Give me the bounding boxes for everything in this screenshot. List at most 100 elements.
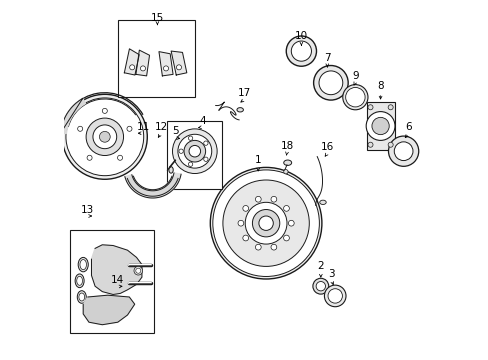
Circle shape <box>134 266 142 275</box>
Circle shape <box>270 196 276 202</box>
Circle shape <box>387 136 418 166</box>
Circle shape <box>178 134 211 168</box>
Circle shape <box>270 244 276 250</box>
Circle shape <box>283 235 289 241</box>
Text: 6: 6 <box>405 122 411 132</box>
Circle shape <box>86 118 123 156</box>
Ellipse shape <box>79 293 84 301</box>
Circle shape <box>318 71 342 95</box>
Text: 15: 15 <box>150 13 163 23</box>
Circle shape <box>188 162 192 166</box>
Circle shape <box>387 105 392 110</box>
Bar <box>366 102 394 150</box>
Text: 12: 12 <box>154 122 167 132</box>
Text: 13: 13 <box>81 204 94 215</box>
Text: 14: 14 <box>111 275 124 285</box>
Circle shape <box>258 216 273 230</box>
Circle shape <box>367 142 372 147</box>
Circle shape <box>244 202 286 244</box>
Circle shape <box>324 285 346 307</box>
Ellipse shape <box>80 260 86 270</box>
Circle shape <box>99 131 110 142</box>
Polygon shape <box>159 51 173 76</box>
Circle shape <box>327 289 342 303</box>
Circle shape <box>176 65 181 70</box>
Circle shape <box>312 278 328 294</box>
Ellipse shape <box>237 108 243 112</box>
Text: 3: 3 <box>327 269 334 279</box>
Circle shape <box>117 155 122 160</box>
Circle shape <box>66 98 143 176</box>
Circle shape <box>345 87 365 107</box>
Circle shape <box>212 170 319 276</box>
Circle shape <box>179 149 183 153</box>
Text: 2: 2 <box>317 261 324 271</box>
Circle shape <box>288 220 294 226</box>
Circle shape <box>223 180 309 266</box>
Circle shape <box>313 66 347 100</box>
Circle shape <box>283 206 289 211</box>
Circle shape <box>78 126 82 131</box>
Circle shape <box>283 170 287 174</box>
Circle shape <box>387 142 392 147</box>
Circle shape <box>371 117 388 135</box>
Circle shape <box>203 157 207 161</box>
Circle shape <box>243 235 248 241</box>
Circle shape <box>93 125 117 149</box>
Text: 5: 5 <box>172 126 178 136</box>
Circle shape <box>129 65 134 70</box>
Bar <box>70 230 154 333</box>
Circle shape <box>127 126 132 131</box>
Ellipse shape <box>77 276 82 285</box>
Circle shape <box>238 220 244 226</box>
Circle shape <box>136 268 141 273</box>
Circle shape <box>291 41 311 61</box>
Text: 10: 10 <box>294 31 307 41</box>
Bar <box>118 20 195 97</box>
Circle shape <box>366 112 394 140</box>
Circle shape <box>188 136 192 140</box>
Circle shape <box>102 108 107 113</box>
Circle shape <box>210 167 321 279</box>
Text: 17: 17 <box>237 88 251 98</box>
Ellipse shape <box>77 291 86 303</box>
Circle shape <box>255 196 261 202</box>
Ellipse shape <box>75 274 84 288</box>
Text: 9: 9 <box>351 71 358 81</box>
Polygon shape <box>171 51 186 75</box>
Circle shape <box>316 282 325 291</box>
Polygon shape <box>91 245 142 294</box>
Ellipse shape <box>283 160 291 165</box>
Text: 8: 8 <box>377 81 383 91</box>
Circle shape <box>172 129 217 174</box>
Ellipse shape <box>319 200 325 204</box>
Text: 18: 18 <box>280 141 293 151</box>
Text: 4: 4 <box>199 116 205 126</box>
Ellipse shape <box>168 167 173 173</box>
Polygon shape <box>61 98 85 134</box>
Ellipse shape <box>78 257 88 272</box>
Circle shape <box>243 206 248 211</box>
Bar <box>167 121 222 189</box>
Circle shape <box>255 244 261 250</box>
Polygon shape <box>124 173 181 198</box>
Polygon shape <box>127 176 178 196</box>
Circle shape <box>367 105 372 110</box>
Circle shape <box>252 210 279 237</box>
Circle shape <box>163 66 168 71</box>
Circle shape <box>393 142 412 161</box>
Circle shape <box>140 66 145 71</box>
Circle shape <box>189 145 200 157</box>
Text: 7: 7 <box>324 53 330 63</box>
Polygon shape <box>136 50 149 76</box>
Text: 1: 1 <box>254 155 261 165</box>
Circle shape <box>342 85 367 110</box>
Circle shape <box>203 141 207 145</box>
Polygon shape <box>124 49 139 75</box>
Text: 11: 11 <box>136 122 149 132</box>
Circle shape <box>285 36 316 66</box>
Polygon shape <box>83 295 134 325</box>
Circle shape <box>183 140 205 162</box>
Text: 16: 16 <box>320 142 333 152</box>
Circle shape <box>87 155 92 160</box>
